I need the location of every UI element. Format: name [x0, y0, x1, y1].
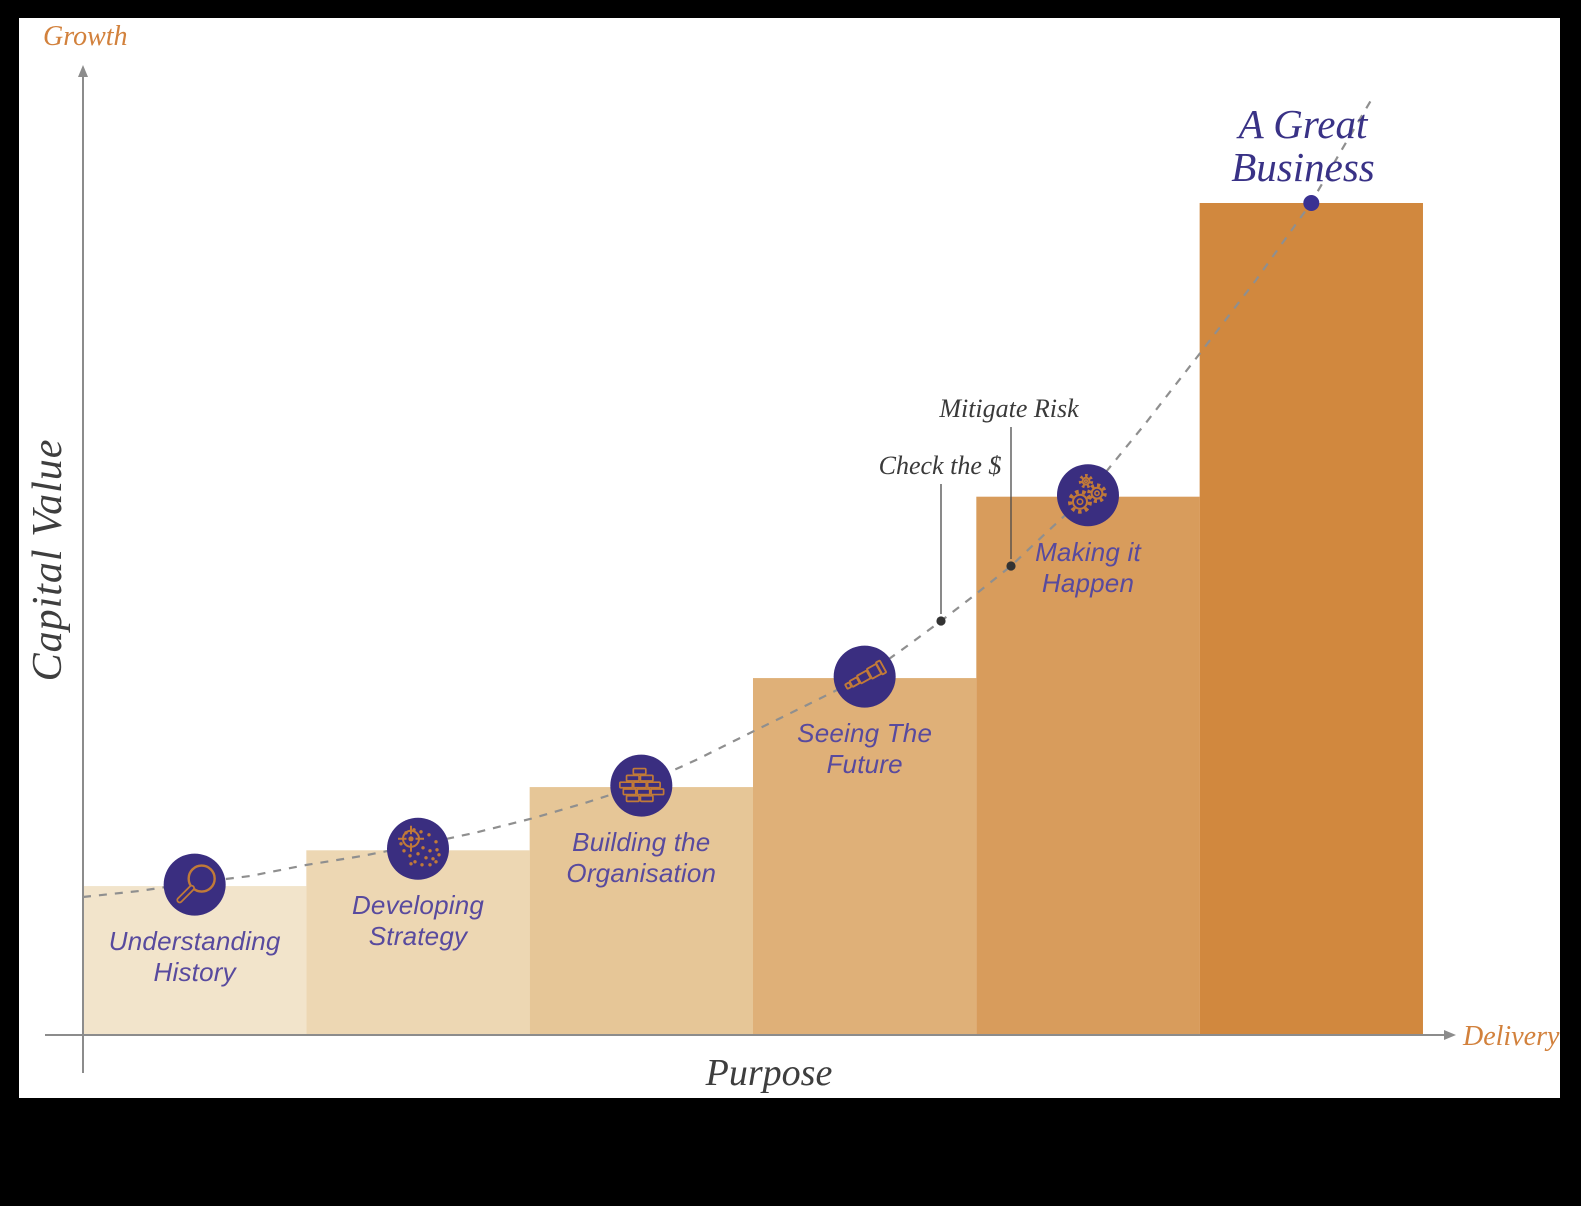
chart-canvas — [19, 18, 1560, 1098]
